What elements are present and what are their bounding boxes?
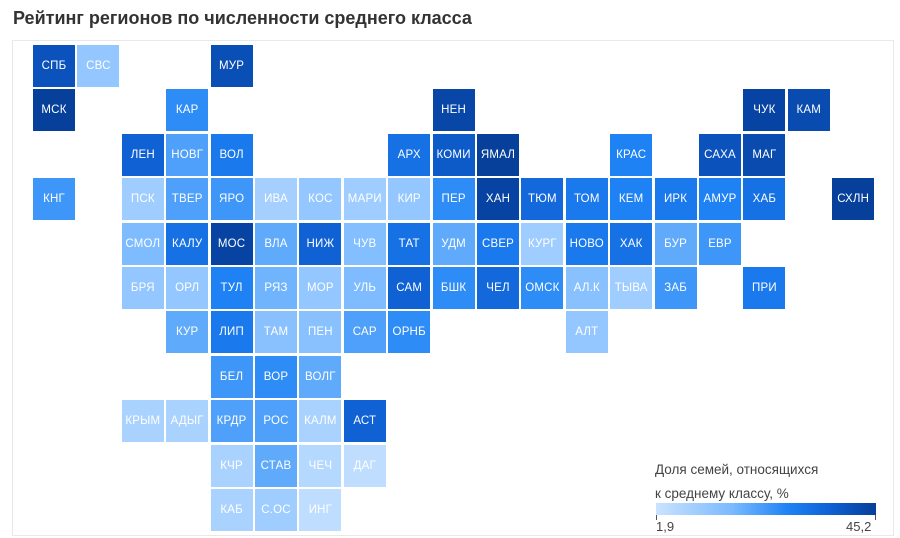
region-tile[interactable]: ТЮМ <box>521 178 564 221</box>
region-tile[interactable]: АЛ.К <box>565 267 608 309</box>
region-tile[interactable]: ТУЛ <box>210 267 253 309</box>
region-tile[interactable]: ПРИ <box>743 267 786 309</box>
region-tile[interactable]: ИНГ <box>299 489 342 531</box>
region-tile[interactable]: МАРИ <box>343 178 386 221</box>
region-tile[interactable]: СТАВ <box>255 444 297 487</box>
legend-min-label: 1,9 <box>656 519 675 534</box>
region-tile[interactable]: САМ <box>388 267 431 309</box>
region-tile[interactable]: РЯЗ <box>255 267 297 309</box>
region-tile[interactable]: КЕМ <box>610 178 653 221</box>
region-tile[interactable]: МУР <box>210 45 253 87</box>
region-tile[interactable]: КЧР <box>210 444 253 487</box>
region-tile[interactable]: АЛТ <box>565 311 608 354</box>
region-tile[interactable]: КОМИ <box>432 133 475 176</box>
region-tile[interactable]: ЯМАЛ <box>477 133 519 176</box>
region-tile[interactable]: ЕВР <box>699 222 741 265</box>
legend-color-scale <box>656 503 876 515</box>
region-tile[interactable]: НИЖ <box>299 222 342 265</box>
region-tile[interactable]: ПСК <box>121 178 164 221</box>
region-tile[interactable]: ХАБ <box>743 178 786 221</box>
region-tile[interactable]: БШК <box>432 267 475 309</box>
region-tile[interactable]: ЧЕЛ <box>477 267 519 309</box>
region-tile[interactable]: КОС <box>299 178 342 221</box>
region-tile[interactable]: ЗАБ <box>654 267 697 309</box>
region-tile[interactable]: КУР <box>166 311 209 354</box>
region-tile[interactable]: КАЛУ <box>166 222 209 265</box>
region-tile[interactable]: ОМСК <box>521 267 564 309</box>
region-tile[interactable]: ТЫВА <box>610 267 653 309</box>
region-tile[interactable]: АДЫГ <box>166 400 209 443</box>
legend-tick-min <box>656 515 657 520</box>
region-tile[interactable]: ПЕН <box>299 311 342 354</box>
region-tile[interactable]: МАГ <box>743 133 786 176</box>
region-tile[interactable]: РОС <box>255 400 297 443</box>
region-tile[interactable]: ЧУВ <box>343 222 386 265</box>
region-tile[interactable]: КУРГ <box>521 222 564 265</box>
region-tile[interactable]: ТАМ <box>255 311 297 354</box>
region-tile[interactable]: ВОЛ <box>210 133 253 176</box>
region-tile[interactable]: СХЛН <box>832 178 875 221</box>
region-tile[interactable]: ВОР <box>255 355 297 398</box>
legend-title-line2: к среднему классу, % <box>655 486 789 501</box>
region-tile[interactable]: ЛИП <box>210 311 253 354</box>
region-tile[interactable]: ПЕР <box>432 178 475 221</box>
region-tile[interactable]: БРЯ <box>121 267 164 309</box>
region-tile[interactable]: САР <box>343 311 386 354</box>
region-tile[interactable]: УЛЬ <box>343 267 386 309</box>
region-tile[interactable]: НОВО <box>565 222 608 265</box>
region-tile[interactable]: ВЛА <box>255 222 297 265</box>
region-tile[interactable]: АРХ <box>388 133 431 176</box>
region-tile[interactable]: МОС <box>210 222 253 265</box>
region-tile[interactable]: ИРК <box>654 178 697 221</box>
region-tile[interactable]: ХАН <box>477 178 519 221</box>
region-tile[interactable]: САХА <box>699 133 741 176</box>
region-tile[interactable]: ИВА <box>255 178 297 221</box>
region-tile[interactable]: КРДР <box>210 400 253 443</box>
region-tile[interactable]: СМОЛ <box>121 222 164 265</box>
region-tile[interactable]: КАЛМ <box>299 400 342 443</box>
region-tile[interactable]: ХАК <box>610 222 653 265</box>
region-tile[interactable]: УДМ <box>432 222 475 265</box>
region-tile[interactable]: КНГ <box>33 178 75 221</box>
region-tile[interactable]: ЧУК <box>743 89 786 132</box>
region-tile[interactable]: ТВЕР <box>166 178 209 221</box>
region-tile[interactable]: АСТ <box>343 400 386 443</box>
region-tile[interactable]: БЕЛ <box>210 355 253 398</box>
region-tile[interactable]: ТАТ <box>388 222 431 265</box>
region-tile[interactable]: СВЕР <box>477 222 519 265</box>
region-tile[interactable]: КАМ <box>787 89 830 132</box>
region-tile[interactable]: КАР <box>166 89 209 132</box>
region-tile[interactable]: ЧЕЧ <box>299 444 342 487</box>
legend-title-line1: Доля семей, относящихся <box>655 462 819 477</box>
region-tile[interactable]: МСК <box>33 89 75 132</box>
region-tile[interactable]: НОВГ <box>166 133 209 176</box>
region-tile[interactable]: АМУР <box>699 178 741 221</box>
region-tile[interactable]: ОРНБ <box>388 311 431 354</box>
region-tile[interactable]: КАБ <box>210 489 253 531</box>
legend-tick-max <box>875 515 876 520</box>
region-tile[interactable]: МОР <box>299 267 342 309</box>
region-tile[interactable]: СВС <box>77 45 120 87</box>
region-tile[interactable]: ТОМ <box>565 178 608 221</box>
region-tile[interactable]: СПБ <box>33 45 75 87</box>
region-tile[interactable]: НЕН <box>432 89 475 132</box>
page-title: Рейтинг регионов по численности среднего… <box>13 8 472 28</box>
region-tile[interactable]: КИР <box>388 178 431 221</box>
region-tile[interactable]: ЯРО <box>210 178 253 221</box>
region-tile[interactable]: ЛЕН <box>121 133 164 176</box>
region-tile[interactable]: КРАС <box>610 133 653 176</box>
region-tile[interactable]: БУР <box>654 222 697 265</box>
region-tile[interactable]: С.ОС <box>255 489 297 531</box>
region-tile[interactable]: ОРЛ <box>166 267 209 309</box>
region-tile[interactable]: ВОЛГ <box>299 355 342 398</box>
region-tile[interactable]: КРЫМ <box>121 400 164 443</box>
region-tile[interactable]: ДАГ <box>343 444 386 487</box>
legend-max-label: 45,2 <box>846 519 872 534</box>
